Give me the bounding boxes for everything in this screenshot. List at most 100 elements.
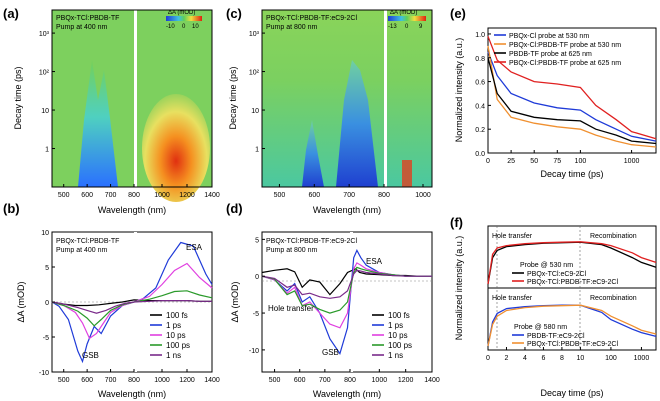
plot-f-xtick-label: 100 [605, 355, 617, 362]
plot-f-legend-label: PBQx-TCl:PBDB-TF:eC9-2Cl [527, 279, 618, 286]
heatmap-c-xtick-label: 500 [274, 192, 286, 199]
plot-d-label-esa: ESA [366, 257, 383, 266]
heatmap-a-ytick-label: 1 [45, 147, 49, 154]
plot-f-top-label-recombination: Recombination [590, 233, 637, 240]
plot-b-legend-label: 100 ps [166, 341, 190, 350]
heatmap-c-ytick-label: 10 [251, 108, 259, 115]
panel-c: PBQx-TCl:PBDB-TF:eC9-2Cl Pump at 800 nm … [228, 9, 433, 215]
plot-e-ytick-label: 0.8 [475, 56, 485, 63]
plot-b-label-gsb: GSB [82, 351, 99, 360]
plot-f-top-label-hole-transfer: Hole transfer [492, 233, 533, 240]
plot-e-legend-label: PBQx-Cl:PBDB-TF probe at 530 nm [509, 42, 621, 49]
plot-e-series-line [487, 36, 657, 140]
heatmap-a-break [134, 10, 137, 187]
heatmap-a-xtick-label: 500 [58, 192, 70, 199]
plot-d-legend-label: 1 ps [388, 321, 403, 330]
plot-f-bottom-frame [487, 287, 657, 351]
plot-b-annotation-2: Pump at 400 nm [56, 247, 108, 254]
heatmap-a-ylabel: Decay time (ps) [13, 66, 23, 129]
heatmap-c-xtick-label: 700 [343, 192, 355, 199]
panel-label-c: (c) [226, 6, 242, 21]
plot-b-xtick-label: 1400 [204, 377, 220, 384]
plot-e-ytick-label: 0.4 [475, 103, 485, 110]
plot-d-legend-label: 1 ns [388, 351, 403, 360]
plot-f-top-probe: Probe @ 530 nm [520, 262, 573, 269]
plot-d-ytick-label: -5 [253, 311, 259, 318]
plot-f-legend-label: PBQx-TCl:eC9-2Cl [527, 271, 587, 278]
plot-d-label-gsb: GSB [322, 348, 339, 357]
plot-d-xtick-label: 800 [344, 377, 356, 384]
plot-e-xlabel: Decay time (ps) [540, 169, 603, 179]
plot-f-xtick-label: 0 [486, 355, 490, 362]
plot-d-xtick-label: 600 [294, 377, 306, 384]
heatmap-c-hole-transfer-region [302, 120, 324, 187]
plot-b-series-line [51, 262, 213, 340]
panel-label-f: (f) [450, 215, 463, 230]
panel-f: Hole transfer Recombination Probe @ 530 … [454, 225, 657, 398]
heatmap-c-colorbar [388, 16, 426, 21]
heatmap-c-colorbar-title: ΔA (mOD) [390, 10, 417, 16]
plot-f-ylabel: Normalized intensity (a.u.) [454, 236, 464, 341]
plot-d-series-line [261, 266, 432, 314]
plot-b-legend-label: 10 ps [166, 331, 186, 340]
plot-d-annotation-1: PBQx-TCl:PBDB-TF:eC9-2Cl [266, 238, 357, 245]
plot-e-ytick-label: 1.0 [475, 32, 485, 39]
plot-d-ytick-label: 5 [255, 237, 259, 244]
plot-e-xtick-label: 0 [486, 158, 490, 165]
plot-e-legend-label: PBQx-Cl probe at 530 nm [509, 33, 589, 40]
heatmap-a-xlabel: Wavelength (nm) [98, 205, 166, 215]
plot-b-series-line [51, 290, 213, 327]
plot-f-xtick-label: 2 [505, 355, 509, 362]
heatmap-c-annotation-1: PBQx-TCl:PBDB-TF:eC9-2Cl [266, 15, 357, 22]
plot-e-series-line [487, 57, 657, 145]
panel-e: PBQx-Cl probe at 530 nm PBQx-Cl:PBDB-TF p… [454, 27, 657, 179]
heatmap-c-ylabel: Decay time (ps) [228, 66, 238, 129]
plot-e-ylabel: Normalized intensity (a.u.) [454, 38, 464, 143]
plot-d-xtick-label: 1400 [424, 377, 440, 384]
plot-d-ytick-label: 0 [255, 274, 259, 281]
heatmap-a-xtick-label: 600 [81, 192, 93, 199]
heatmap-c-ytick-label: 10² [249, 70, 260, 77]
heatmap-a-gsb-region [78, 60, 118, 187]
heatmap-a-esa-region [142, 94, 210, 202]
plot-d-xtick-label: 500 [269, 377, 281, 384]
plot-b-legend-label: 1 ns [166, 351, 181, 360]
plot-f-bottom-label-recombination: Recombination [590, 295, 637, 302]
plot-f-legend-label: PBQx-TCl:PBDB-TF:eC9-2Cl [527, 341, 618, 348]
plot-e-legend-label: PBDB-TF probe at 625 nm [509, 51, 592, 58]
plot-b-ytick-label: -10 [39, 370, 49, 377]
panel-d: PBQx-TCl:PBDB-TF:eC9-2Cl Pump at 800 nm … [230, 231, 440, 399]
plot-e-ytick-label: 0.6 [475, 80, 485, 87]
plot-b-ylabel: ΔA (mOD) [16, 281, 26, 322]
plot-e-series-line [487, 45, 657, 148]
plot-d-label-hole-transfer: Hole transfer [268, 304, 314, 313]
plot-b-ytick-label: -5 [43, 335, 49, 342]
plot-d-xtick-label: 1200 [398, 377, 414, 384]
plot-f-xlabel: Decay time (ps) [540, 388, 603, 398]
plot-b-series-line [51, 300, 212, 314]
heatmap-a-ytick-label: 10 [41, 108, 49, 115]
heatmap-a-xtick-label: 1200 [179, 192, 195, 199]
plot-b-xtick-label: 600 [81, 377, 93, 384]
plot-f-xtick-label: 4 [523, 355, 527, 362]
plot-e-xtick-label: 100 [575, 158, 587, 165]
heatmap-c-colorbar-tick-max: 9 [419, 24, 423, 30]
plot-b-xtick-label: 800 [128, 377, 140, 384]
plot-d-xtick-label: 1000 [372, 377, 388, 384]
plot-e-frame [487, 27, 657, 154]
plot-d-ytick-label: -10 [249, 348, 259, 355]
heatmap-c-break [384, 10, 387, 187]
heatmap-a-annotation-1: PBQx-TCl:PBDB-TF [56, 15, 119, 22]
panel-label-e: (e) [450, 6, 466, 21]
heatmap-c-xlabel: Wavelength (nm) [313, 205, 381, 215]
plot-e-legend-label: PBQx-Cl:PBDB-TF probe at 625 nm [509, 60, 621, 67]
plot-b-xtick-label: 500 [58, 377, 70, 384]
heatmap-c-esa-region [402, 160, 412, 187]
heatmap-a-ytick-label: 10³ [39, 31, 50, 38]
heatmap-c-xtick-label: 800 [378, 192, 390, 199]
heatmap-c-annotation-2: Pump at 800 nm [266, 24, 318, 31]
plot-e-xtick-label: 1000 [624, 158, 640, 165]
plot-d-series-line [261, 269, 432, 299]
plot-e-ytick-label: 0.0 [475, 151, 485, 158]
